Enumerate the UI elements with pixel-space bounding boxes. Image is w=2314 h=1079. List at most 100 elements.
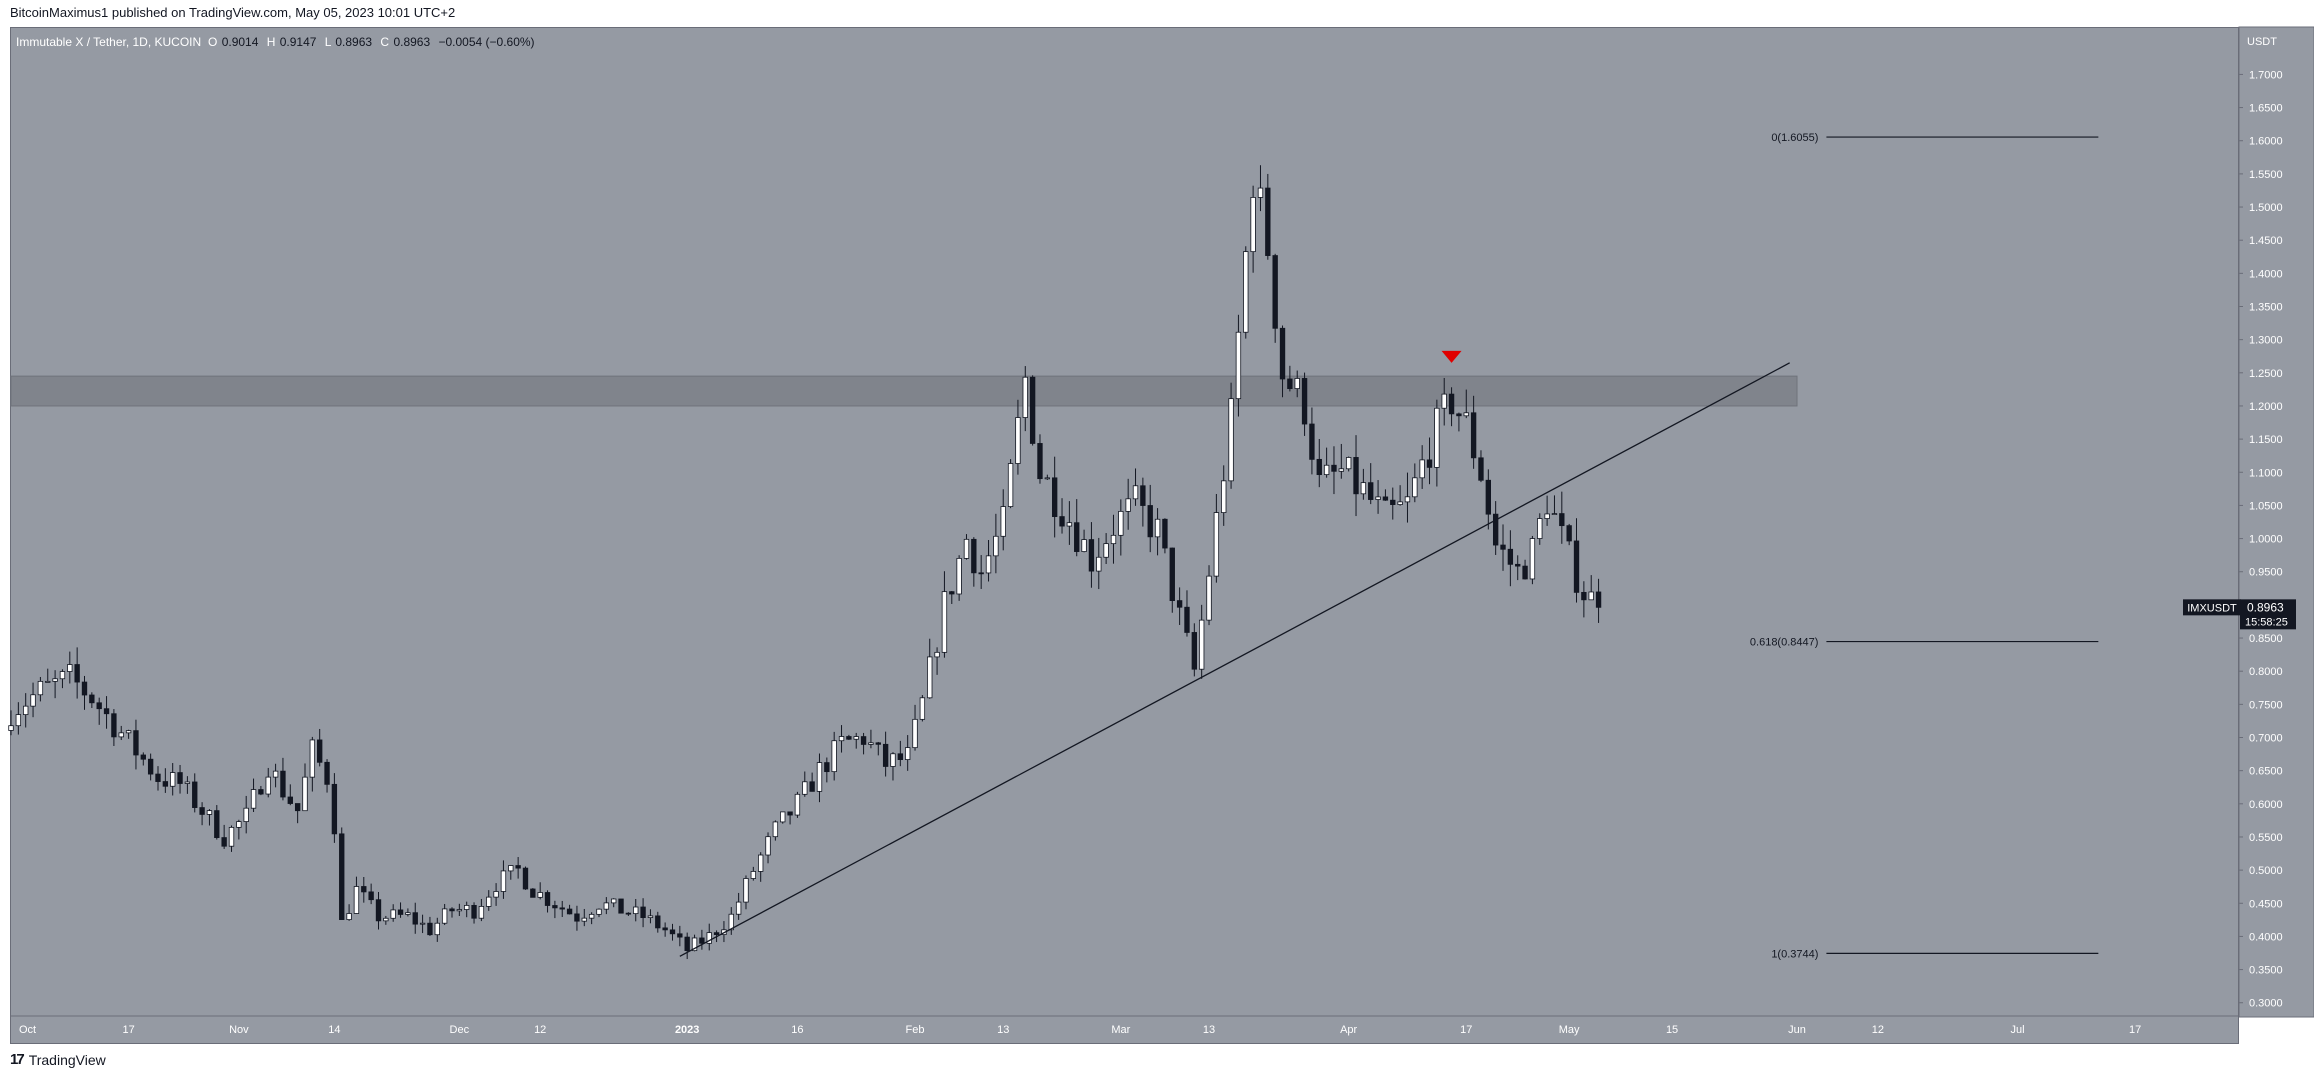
candle [838, 725, 845, 753]
candle-body [1551, 513, 1558, 515]
candle [633, 898, 639, 922]
candle-body [875, 742, 881, 745]
candle-body [324, 761, 330, 785]
legend-symbol: Immutable X / Tether, 1D, KUCOIN [16, 35, 201, 49]
candle [566, 904, 573, 915]
candle-body [713, 932, 720, 935]
candle [772, 820, 779, 841]
candle [1088, 522, 1095, 588]
candle-body [52, 678, 58, 682]
candle-body [317, 739, 323, 763]
candle [1441, 377, 1447, 426]
candle [1566, 523, 1572, 546]
candle-body [1250, 197, 1256, 253]
candle-body [1125, 498, 1131, 512]
price-tick-label: 0.3500 [2249, 965, 2283, 977]
candle [802, 771, 808, 797]
price-tick-label: 1.4000 [2249, 268, 2283, 280]
candle [1397, 485, 1403, 506]
candle [1404, 472, 1411, 523]
candle-body [603, 902, 610, 910]
legend-change: −0.0054 (−0.60%) [438, 35, 534, 49]
time-tick-label: Mar [1111, 1024, 1130, 1036]
candle [611, 898, 617, 908]
candle [1125, 478, 1131, 530]
candle [890, 752, 896, 781]
footer-branding[interactable]: 17 TradingView [10, 1049, 106, 1071]
legend-close: 0.8963 [393, 35, 430, 49]
price-tick-label: 1.5500 [2249, 169, 2283, 181]
candle-body [478, 906, 485, 919]
tradingview-logo-icon: 17 [10, 1051, 25, 1068]
footer-brand: TradingView [28, 1052, 106, 1068]
price-tick-label: 0.8000 [2249, 666, 2283, 678]
candle-body [228, 826, 235, 847]
price-tick-label: 1.6000 [2249, 136, 2283, 148]
candle [250, 778, 257, 812]
candle [8, 710, 14, 736]
candle [1470, 395, 1477, 469]
candle [1272, 253, 1278, 343]
candle [603, 897, 610, 915]
candle [331, 773, 338, 843]
candle-body [397, 909, 404, 915]
candle [1544, 495, 1550, 526]
candle [743, 875, 749, 910]
candle-body [912, 718, 918, 749]
candle [74, 647, 80, 699]
candle-body [640, 906, 646, 919]
candle-body [1544, 513, 1550, 519]
candle-body [985, 555, 992, 574]
candle [1184, 590, 1190, 637]
candle [30, 682, 36, 718]
candle-body [824, 762, 830, 773]
candle [581, 908, 587, 927]
candle [1419, 445, 1425, 489]
candle-body [552, 905, 558, 909]
candle-body [456, 909, 463, 912]
price-tick-label: 1.0000 [2249, 534, 2283, 546]
candle-body [743, 878, 749, 903]
time-tick-label: Nov [229, 1024, 249, 1036]
chart-frame[interactable] [10, 27, 2239, 1044]
candle-body [1478, 457, 1484, 481]
candle-body [1059, 516, 1065, 527]
candle-body [1368, 482, 1374, 500]
candle [735, 892, 742, 920]
candle [765, 832, 771, 864]
candle-body [1228, 398, 1234, 482]
candle-body [905, 747, 911, 760]
candle [699, 929, 705, 950]
candle-body [647, 915, 654, 919]
legend-close-label: C [380, 35, 389, 49]
candle-body [691, 937, 698, 952]
candle-body [1191, 632, 1198, 670]
fib-level-label: 0(1.6055) [1771, 132, 1818, 144]
legend-open-label: O [208, 35, 217, 49]
candle [1412, 463, 1418, 503]
candle-body [1029, 376, 1036, 444]
candle [111, 709, 117, 747]
candle [1250, 185, 1256, 273]
candle-body [1287, 378, 1293, 389]
candle-body [1573, 540, 1580, 593]
time-tick-label: 12 [1872, 1024, 1884, 1036]
candle [1448, 387, 1455, 427]
time-tick-label: 15 [1666, 1024, 1678, 1036]
candle-body [45, 680, 51, 683]
candle [192, 773, 198, 813]
candle-body [1198, 619, 1205, 670]
candle [1051, 456, 1058, 538]
candle [684, 932, 690, 960]
candle-body [809, 781, 815, 792]
candle-body [1559, 513, 1565, 527]
candle [794, 791, 801, 818]
price-tick-label: 1.2000 [2249, 401, 2283, 413]
candle-body [37, 680, 44, 696]
candle-body [1044, 477, 1051, 480]
candle-body [1162, 518, 1168, 549]
candle-body [258, 789, 264, 795]
candle-body [772, 821, 779, 838]
candle-body [655, 915, 661, 929]
